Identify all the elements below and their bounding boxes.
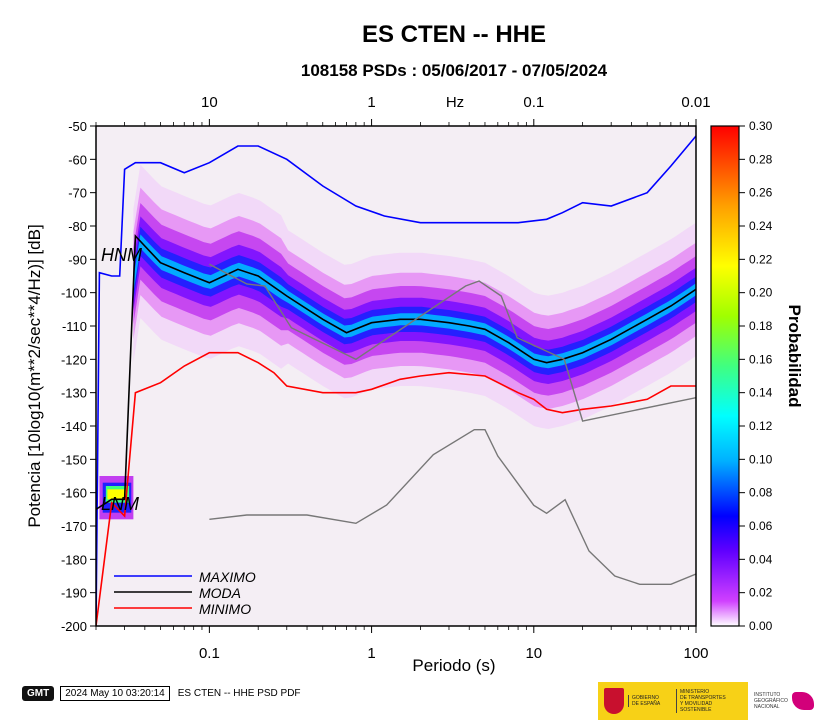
density-cluster xyxy=(107,489,127,500)
y-tick-label: -110 xyxy=(62,319,87,334)
series-line-maximo xyxy=(96,135,696,626)
institution-logos: GOBIERNO DE ESPAÑA MINISTERIO DE TRANSPORT… xyxy=(598,682,822,720)
hnm-label: HNM xyxy=(101,245,142,265)
footer-caption: ES CTEN -- HHE PSD PDF xyxy=(177,687,301,699)
colorbar-tick-label: 0.24 xyxy=(749,219,773,233)
chart-subtitle: 108158 PSDs : 05/06/2017 - 07/05/2024 xyxy=(301,61,608,80)
x-tick-label: 100 xyxy=(683,645,708,662)
colorbar-tick-label: 0.08 xyxy=(749,486,773,500)
colorbar-tick-label: 0.14 xyxy=(749,386,773,400)
series-line-minimo xyxy=(96,351,696,626)
gobierno-logo: GOBIERNO DE ESPAÑA MINISTERIO DE TRANSPORT… xyxy=(598,682,748,720)
density-band xyxy=(133,216,696,384)
plot-frame xyxy=(95,125,697,627)
y-tick-labels: -50 -60 -70 -80 -90 -100 -110 -120 -130 -140 -150 -… xyxy=(61,119,87,634)
top-axis-label: Hz xyxy=(446,94,464,111)
colorbar-tick-label: 0.30 xyxy=(749,119,773,133)
y-tick-label: -120 xyxy=(61,352,87,367)
x-axis-label: Periodo (s) xyxy=(412,656,495,675)
ministerio-text: MINISTERIO DE TRANSPORTES Y MOVILIDAD SOST… xyxy=(676,689,742,713)
x-tick-label: 10 xyxy=(525,645,542,662)
footer: GMT 2024 May 10 03:20:14 ES CTEN -- HHE … xyxy=(22,683,301,703)
y-tick-label: -90 xyxy=(68,252,87,267)
coat-of-arms-icon xyxy=(604,688,624,714)
legend: MAXIMO MODA MINIMO xyxy=(114,569,256,617)
top-tick-label: 0.1 xyxy=(523,94,544,111)
y-tick-label: -130 xyxy=(61,386,87,401)
x-tick-label: 1 xyxy=(367,645,375,662)
colorbar-tick-label: 0.16 xyxy=(749,352,773,366)
psd-chart: ES CTEN -- HHE 108158 PSDs : 05/06/2017 … xyxy=(25,21,804,675)
y-tick-label: -200 xyxy=(61,619,87,634)
colorbar-tick-label: 0.04 xyxy=(749,552,773,566)
y-tick-label: -180 xyxy=(61,552,87,567)
colorbar-label: Probabilidad xyxy=(785,305,804,408)
series-line-moda xyxy=(96,234,696,510)
top-axis-tick-labels: 10 1 0.1 0.01 xyxy=(201,94,711,111)
y-tick-label: -80 xyxy=(68,219,87,234)
y-tick-label: -100 xyxy=(61,286,87,301)
colorbar-tick-label: 0.10 xyxy=(749,452,773,466)
y-tick-label: -160 xyxy=(61,486,87,501)
y-tick-label: -60 xyxy=(68,152,87,167)
legend-entry-minimo: MINIMO xyxy=(199,601,251,617)
top-tick-label: 10 xyxy=(201,94,218,111)
colorbar xyxy=(710,125,740,627)
series-line-nlnm xyxy=(209,429,696,585)
colorbar-ticks: 0.00 0.02 0.04 0.06 0.08 0.10 0.12 0.14 0.16 0.18… xyxy=(739,119,773,633)
colorbar-tick-label: 0.00 xyxy=(749,619,773,633)
colorbar-tick-label: 0.20 xyxy=(749,286,773,300)
series-line-nhnm xyxy=(209,263,696,422)
y-tick-label: -140 xyxy=(61,419,87,434)
y-tick-label: -70 xyxy=(68,186,87,201)
legend-entry-maximo: MAXIMO xyxy=(199,569,256,585)
series-lines xyxy=(96,135,696,626)
ign-logo: INSTITUTO GEOGRÁFICO NACIONAL xyxy=(748,682,822,720)
colorbar-tick-label: 0.06 xyxy=(749,519,773,533)
gobierno-text: GOBIERNO DE ESPAÑA xyxy=(628,695,676,707)
y-tick-label: -190 xyxy=(61,586,87,601)
y-tick-label: -150 xyxy=(61,452,87,467)
gmt-badge: GMT xyxy=(22,685,55,701)
ign-text: INSTITUTO GEOGRÁFICO NACIONAL xyxy=(754,692,788,710)
y-tick-label: -170 xyxy=(61,519,87,534)
colorbar-tick-label: 0.26 xyxy=(749,186,773,200)
pdf-density-heatmap xyxy=(99,164,696,520)
colorbar-tick-label: 0.12 xyxy=(749,419,773,433)
ign-mark-icon xyxy=(792,692,814,710)
timestamp: 2024 May 10 03:20:14 xyxy=(60,685,170,701)
top-tick-label: 0.01 xyxy=(681,94,710,111)
lnm-label: LNM xyxy=(101,494,139,514)
x-tick-labels: 0.1 1 10 100 xyxy=(199,645,709,662)
legend-entry-moda: MODA xyxy=(199,585,241,601)
x-tick-label: 0.1 xyxy=(199,645,220,662)
y-tick-label: -50 xyxy=(68,119,87,134)
colorbar-tick-label: 0.18 xyxy=(749,319,773,333)
colorbar-tick-label: 0.02 xyxy=(749,586,773,600)
top-tick-label: 1 xyxy=(367,94,375,111)
colorbar-tick-label: 0.22 xyxy=(749,252,773,266)
chart-title: ES CTEN -- HHE xyxy=(362,21,546,48)
y-axis-label: Potencia [10log10(m**2/sec**4/Hz)] [dB] xyxy=(25,224,44,527)
colorbar-tick-label: 0.28 xyxy=(749,152,773,166)
